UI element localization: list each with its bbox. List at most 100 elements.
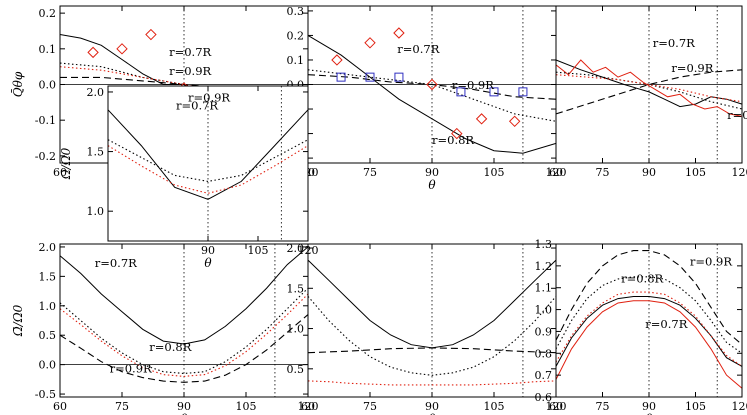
curve-annotation: r=0.9R [452, 78, 494, 92]
y-tick-label: 2.0 [39, 241, 57, 254]
x-tick-label: 75 [363, 166, 377, 179]
diamond-data-point [451, 127, 463, 140]
x-tick-label: 105 [685, 400, 706, 413]
y-tick-label: 1.5 [39, 270, 57, 283]
x-tick-label: 120 [732, 166, 747, 179]
x-tick-label: 60 [549, 166, 563, 179]
y-tick-label: 0.2 [39, 7, 57, 20]
y-tick-label: 2.0 [87, 86, 105, 99]
y-tick-label: 0.5 [39, 329, 57, 342]
y-tick-label: 0.3 [287, 5, 305, 18]
curve-annotation: r=0.9R [690, 254, 732, 268]
curve-annotation: r=0.9R [169, 64, 211, 78]
diamond-data-point [87, 46, 99, 59]
solid-series-line [555, 300, 743, 389]
dashed-series-line [59, 314, 309, 383]
y-tick-label: 1.0 [87, 205, 105, 218]
y-tick-label: 0.7 [535, 369, 553, 382]
solid-series-line [555, 59, 743, 117]
y-tick-label: -0.5 [35, 388, 56, 401]
curve-annotation: r=0.9R [671, 61, 713, 75]
x-tick-label: 105 [248, 244, 269, 257]
diamond-data-point [393, 27, 405, 39]
square-data-point [456, 87, 466, 97]
dotted-series-line [555, 74, 743, 103]
solid-series-line [555, 59, 743, 108]
y-tick-label: 1.5 [87, 146, 105, 159]
diamond-data-point [116, 43, 128, 55]
y-axis-label: Ω̄/Ω0 [59, 147, 73, 180]
dashed-series-line [555, 250, 743, 345]
y-tick-label: 2.0 [287, 242, 305, 255]
diamond-data-point [475, 113, 488, 125]
diamond-data-point [508, 115, 521, 128]
x-tick-label: 75 [596, 400, 610, 413]
x-tick-label: 90 [425, 400, 439, 413]
y-tick-label: 0.2 [287, 29, 305, 42]
curve-annotation: r=0.9R [188, 91, 230, 105]
curve-annotation: r=0.8R [149, 340, 191, 354]
x-axis-label: θ [645, 412, 653, 415]
curve-annotation: r=0.9R [110, 362, 152, 376]
x-tick-label: 60 [53, 166, 67, 179]
square-data-point [365, 72, 375, 82]
dotted-series-line [107, 139, 309, 182]
dotted-series-line [307, 380, 557, 386]
y-tick-label: 1.5 [287, 282, 305, 295]
x-axis-label: θ [428, 178, 436, 192]
x-axis-label: θ [180, 412, 188, 415]
y-tick-label: 0.8 [535, 347, 553, 360]
x-tick-label: 75 [596, 166, 610, 179]
x-tick-label: 60 [53, 400, 67, 413]
x-tick-label: 120 [546, 400, 567, 413]
x-tick-label: 60 [549, 400, 563, 413]
y-tick-label: 0.1 [39, 43, 57, 56]
y-tick-label: 0.9 [535, 325, 553, 338]
x-tick-label: 120 [298, 244, 319, 257]
y-axis-label: Ω̄/Ω0 [11, 304, 25, 337]
x-tick-label: 120 [298, 400, 319, 413]
x-tick-label: 90 [425, 166, 439, 179]
dashed-series-line [60, 76, 309, 96]
square-data-point [489, 87, 499, 97]
y-tick-label: 0.1 [287, 54, 305, 67]
y-tick-label: 1.1 [535, 282, 553, 295]
x-tick-label: 105 [484, 400, 505, 413]
y-tick-label: 0.6 [535, 391, 553, 404]
dashed-series-line [307, 347, 557, 354]
x-tick-label: 105 [236, 400, 257, 413]
y-tick-label: 1.0 [287, 323, 305, 336]
dotted-series-line [107, 145, 309, 194]
curve-annotation: r=0.7R [95, 256, 137, 270]
curve-annotation: r=0.8R [432, 133, 474, 147]
x-tick-label: 90 [642, 166, 656, 179]
y-tick-label: 0.0 [39, 79, 57, 92]
y-tick-label: 0.0 [39, 359, 57, 372]
x-tick-label: 75 [363, 400, 377, 413]
curve-annotation: r=0.7R [653, 36, 695, 50]
dashed-series-line [307, 74, 557, 100]
y-tick-label: -0.2 [35, 150, 56, 163]
curve-annotation: r=0.8 [727, 108, 747, 122]
square-data-point [336, 72, 346, 82]
dashed-series-line [555, 69, 743, 115]
y-tick-label: 1.2 [535, 260, 553, 273]
x-tick-label: 90 [642, 400, 656, 413]
x-tick-label: 120 [546, 166, 567, 179]
x-tick-label: 120 [732, 400, 747, 413]
square-data-point [394, 72, 404, 82]
x-tick-label: 60 [301, 400, 315, 413]
diamond-data-point [426, 78, 438, 91]
x-axis-label: θ [204, 256, 212, 270]
x-tick-label: 105 [484, 166, 505, 179]
dotted-series-line [59, 293, 309, 377]
y-tick-label: -0.1 [35, 114, 56, 127]
y-tick-label: 1.0 [535, 304, 553, 317]
diamond-data-point [331, 54, 343, 66]
y-tick-label: 1.0 [39, 300, 57, 313]
x-axis-label: θ [428, 412, 436, 415]
square-data-point [518, 87, 528, 97]
solid-series-line [107, 109, 309, 200]
curve-annotation: r=0.7R [645, 317, 687, 331]
y-axis-label: Q̄θφ [10, 71, 25, 97]
